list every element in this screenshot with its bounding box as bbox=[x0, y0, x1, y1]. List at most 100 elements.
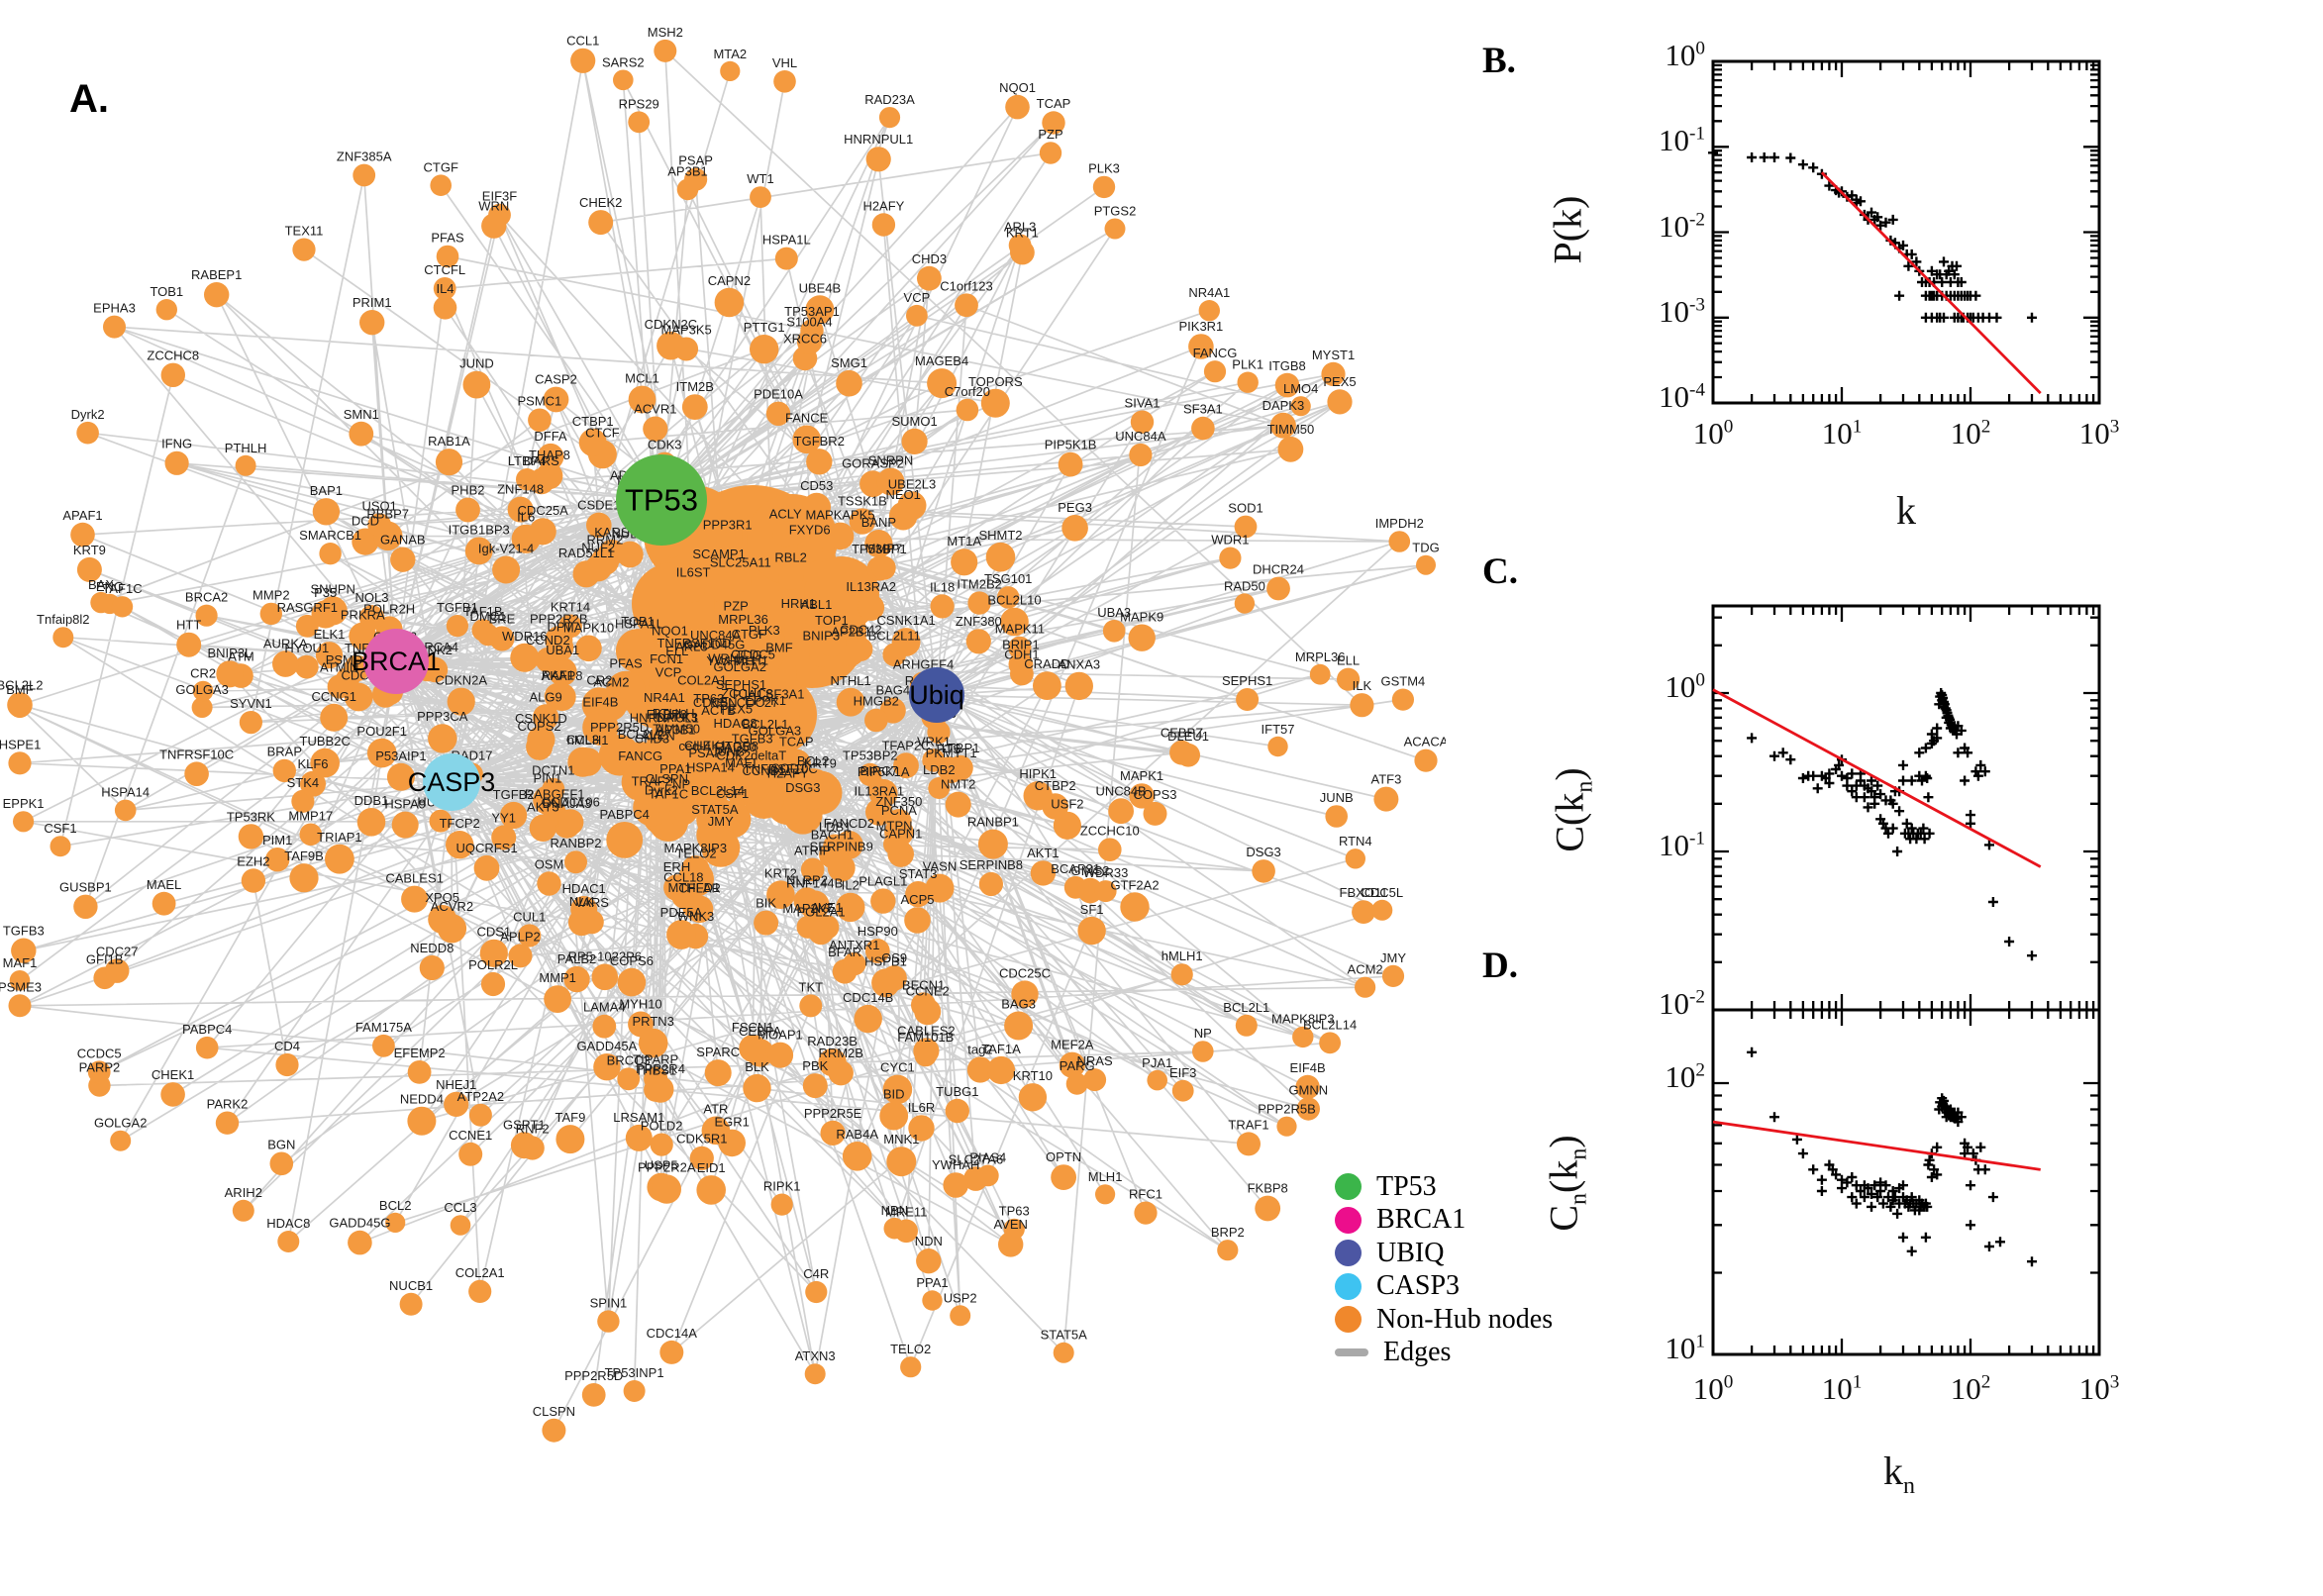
network-node-label: TFCP2 bbox=[440, 816, 480, 831]
network-node bbox=[312, 498, 341, 526]
network-node-label: GSPT1 bbox=[503, 1117, 546, 1132]
panel-a-label: A. bbox=[69, 77, 109, 121]
network-node bbox=[654, 39, 677, 62]
network-node bbox=[429, 809, 453, 833]
network-node-label: IL4 bbox=[436, 281, 454, 296]
network-node bbox=[714, 287, 745, 318]
network-node bbox=[50, 836, 71, 857]
network-node-label: P53AIP1 bbox=[375, 748, 426, 763]
network-node-label: AVE1 bbox=[811, 900, 843, 915]
network-node-label: RAD51L1 bbox=[558, 546, 614, 560]
network-node-label: FANCD2 bbox=[824, 816, 874, 831]
network-node bbox=[965, 629, 991, 654]
network-node bbox=[292, 238, 316, 261]
axis-tick-label: 100 bbox=[1692, 416, 1734, 450]
network-node-label: PLK3 bbox=[749, 623, 780, 638]
network-node bbox=[1104, 218, 1126, 240]
network-node-label: EID1 bbox=[697, 1160, 726, 1175]
network-node-label: RRM2B bbox=[818, 1046, 863, 1060]
network-node-label: XPO5 bbox=[425, 890, 459, 905]
network-node bbox=[647, 1075, 674, 1103]
network-node-label: CDC14B bbox=[843, 990, 893, 1005]
network-node bbox=[241, 868, 266, 893]
network-node-label: CRADD bbox=[1024, 656, 1069, 671]
network-node-label: RP5-1022P6 bbox=[568, 949, 642, 964]
network-node-label: UBE4B bbox=[799, 280, 842, 295]
network-node-label: POLD2 bbox=[641, 1119, 683, 1134]
scatter-points bbox=[1747, 688, 2037, 961]
network-node bbox=[701, 1116, 731, 1146]
legend-item-nonhub: Non-Hub nodes bbox=[1335, 1303, 1553, 1337]
network-node-label: BACH1 bbox=[811, 827, 854, 842]
network-node bbox=[1373, 786, 1399, 812]
network-node bbox=[164, 450, 189, 475]
network-node bbox=[1188, 334, 1214, 359]
network-node-label: AKT1 bbox=[1027, 846, 1060, 860]
network-node-label: EPPK1 bbox=[3, 796, 45, 811]
network-node bbox=[259, 602, 282, 626]
network-node-label: GUSBP1 bbox=[59, 880, 112, 895]
network-node-label: BAX bbox=[88, 577, 114, 592]
network-node bbox=[1064, 671, 1094, 701]
network-node-label: CDC25C bbox=[999, 966, 1051, 981]
network-node-label: MAPK10 bbox=[563, 621, 614, 636]
network-node bbox=[8, 751, 32, 775]
network-node bbox=[802, 492, 831, 522]
network-node-label: TEX11 bbox=[285, 223, 324, 238]
network-node bbox=[659, 1340, 684, 1364]
network-node bbox=[537, 871, 561, 896]
network-node-label: PPP2R2A bbox=[638, 1159, 696, 1174]
network-node-label: MEF2A bbox=[1051, 1038, 1094, 1052]
network-node bbox=[114, 799, 137, 822]
network-node-label: TP53AP1 bbox=[784, 304, 840, 319]
network-node-label: EZH2 bbox=[237, 853, 269, 868]
network-node-label: GOLGA2 bbox=[94, 1116, 147, 1131]
network-node bbox=[450, 1215, 471, 1236]
network-node-label: MMP1 bbox=[539, 970, 576, 985]
network-node-label: ZNF350 bbox=[875, 794, 922, 809]
network-node bbox=[864, 530, 893, 558]
network-node bbox=[1129, 783, 1155, 809]
network-node-label: ACM2 bbox=[1348, 962, 1383, 977]
network-node bbox=[766, 1042, 794, 1068]
network-node bbox=[1355, 976, 1376, 998]
network-node-label: PIM1 bbox=[262, 833, 292, 848]
network-node-label: IMPDH2 bbox=[1375, 516, 1424, 531]
network-node-label: BAP1 bbox=[310, 483, 343, 498]
network-node bbox=[13, 811, 35, 833]
network-node bbox=[588, 210, 614, 236]
network-node-label: TRAF2 bbox=[632, 773, 672, 788]
panel-c-ylabel-close: ) bbox=[1547, 767, 1592, 781]
network-node bbox=[739, 1034, 767, 1062]
network-node-label: YY1 bbox=[491, 810, 516, 825]
network-node-label: CCL1 bbox=[566, 34, 599, 49]
network-node bbox=[152, 891, 176, 916]
network-node-label: C7orf20 bbox=[945, 384, 990, 399]
network-node-label: NP bbox=[1194, 1026, 1212, 1041]
network-node-label: CDKN2A bbox=[435, 673, 487, 688]
panel-b-label: B. bbox=[1482, 41, 1516, 81]
network-node-label: PIAS4 bbox=[969, 1150, 1006, 1165]
network-node bbox=[720, 60, 741, 81]
network-node-label: NOL3 bbox=[355, 590, 389, 605]
network-node bbox=[1237, 1132, 1261, 1156]
network-node bbox=[733, 661, 764, 694]
network-node-label: HSPA9 bbox=[384, 797, 426, 812]
network-node-label: CHEK1 bbox=[684, 738, 727, 752]
network-node bbox=[358, 605, 385, 631]
network-node-label: CDK5R1 bbox=[676, 1132, 727, 1147]
network-node bbox=[479, 939, 508, 967]
network-node-label: NLRP2 bbox=[786, 872, 828, 887]
axis-tick-label: 10-4 bbox=[1659, 379, 1705, 414]
network-node bbox=[1388, 531, 1411, 552]
network-node-label: CABLES2 bbox=[897, 1023, 956, 1038]
network-node bbox=[802, 1073, 828, 1099]
network-node-label: TP53RK bbox=[227, 809, 275, 824]
network-node-label: HDAC8 bbox=[714, 716, 758, 731]
plot-box bbox=[1711, 59, 2101, 405]
network-node-label: CSNK1D bbox=[515, 711, 567, 726]
axis-ticks bbox=[1711, 1010, 2101, 1356]
network-node bbox=[1337, 667, 1361, 691]
network-node-label: WNK3 bbox=[677, 909, 715, 924]
hub-node-brca1 bbox=[363, 629, 429, 694]
